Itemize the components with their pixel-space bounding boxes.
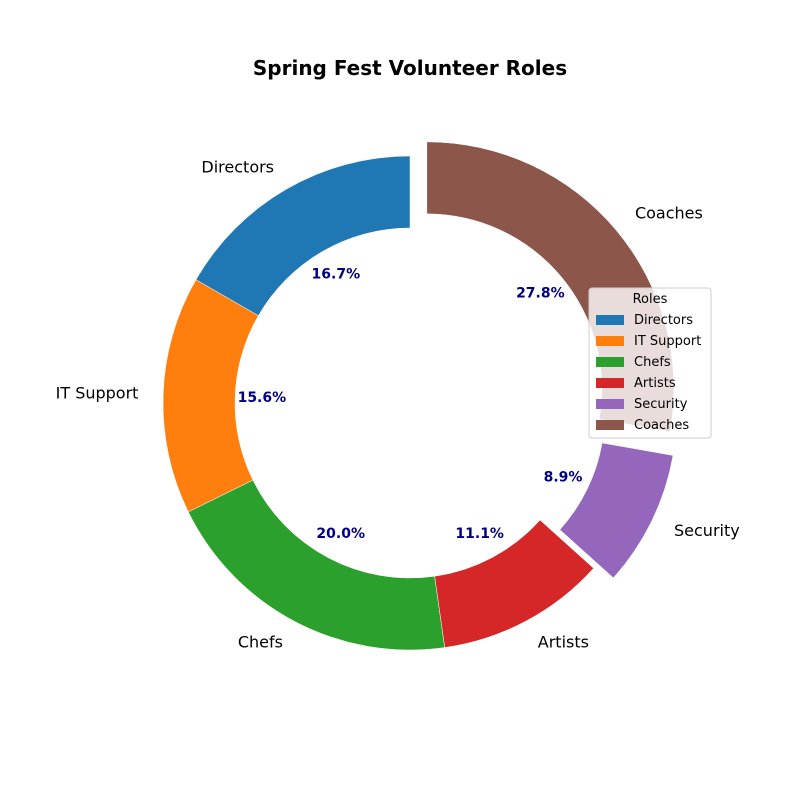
slice-artists <box>434 519 594 648</box>
legend-label-security: Security <box>634 397 688 412</box>
slice-security <box>559 442 674 579</box>
legend-label-artists: Artists <box>634 376 676 391</box>
percent-label-directors: 16.7% <box>312 267 361 283</box>
category-label-it-support: IT Support <box>56 384 139 403</box>
legend-swatch-chefs <box>596 357 624 367</box>
legend-label-coaches: Coaches <box>634 418 689 433</box>
category-label-chefs: Chefs <box>238 633 283 652</box>
slice-directors <box>195 155 411 317</box>
legend-swatch-coaches <box>596 420 624 430</box>
legend-swatch-artists <box>596 378 624 388</box>
percent-labels: 16.7% 15.6% 20.0% 11.1% 8.9% 27.8% <box>238 267 583 542</box>
legend-swatch-it-support <box>596 336 624 346</box>
legend-swatch-directors <box>596 315 624 325</box>
legend-label-it-support: IT Support <box>634 334 701 349</box>
legend-title: Roles <box>633 292 668 307</box>
percent-label-security: 8.9% <box>544 470 583 486</box>
legend-label-chefs: Chefs <box>634 355 671 370</box>
chart-title: Spring Fest Volunteer Roles <box>253 56 567 80</box>
category-label-security: Security <box>674 521 740 540</box>
category-label-coaches: Coaches <box>635 204 703 223</box>
category-labels: Directors IT Support Chefs Artists Security C… <box>56 157 740 651</box>
legend: Roles Directors IT Support Chefs Artists Sec… <box>588 287 712 439</box>
percent-label-coaches: 27.8% <box>516 286 565 302</box>
slice-chefs <box>187 479 446 651</box>
category-label-artists: Artists <box>538 632 589 651</box>
percent-label-it-support: 15.6% <box>238 390 287 406</box>
percent-label-artists: 11.1% <box>455 526 504 542</box>
legend-entries: Directors IT Support Chefs Artists Security C… <box>596 313 701 433</box>
legend-label-directors: Directors <box>634 313 693 328</box>
category-label-directors: Directors <box>201 157 274 176</box>
legend-swatch-security <box>596 399 624 409</box>
percent-label-chefs: 20.0% <box>316 526 365 542</box>
